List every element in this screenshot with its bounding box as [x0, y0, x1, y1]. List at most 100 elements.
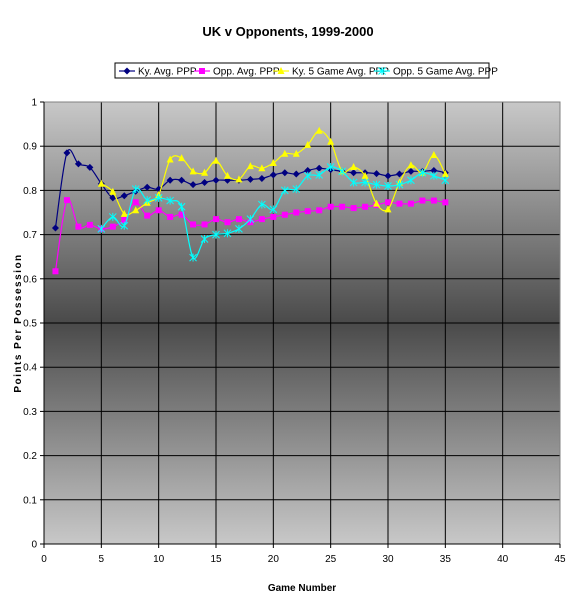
data-point	[166, 176, 174, 184]
data-point	[166, 196, 174, 205]
data-point	[407, 167, 415, 175]
y-tick-label: 0.6	[23, 274, 37, 285]
data-point	[384, 205, 392, 213]
data-point	[442, 199, 449, 206]
data-point	[201, 168, 209, 176]
data-point	[132, 199, 139, 206]
data-point	[384, 172, 392, 180]
data-point	[292, 185, 301, 194]
y-tick-label: 0.8	[23, 186, 37, 197]
y-tick-label: 0	[31, 540, 37, 551]
data-point	[350, 205, 357, 212]
data-point	[120, 209, 128, 217]
data-point	[132, 206, 140, 214]
data-point	[189, 181, 197, 189]
data-point	[235, 224, 243, 233]
data-point	[281, 211, 288, 218]
data-point	[235, 216, 242, 223]
data-point	[200, 235, 209, 244]
y-tick-label: 0.4	[23, 363, 37, 374]
data-point	[97, 224, 106, 233]
data-point	[395, 170, 403, 178]
data-point	[303, 171, 312, 180]
y-axis-label: Points Per Possession	[13, 253, 24, 392]
y-tick-label: 0.5	[23, 319, 37, 330]
data-point	[292, 170, 300, 178]
x-tick-label: 30	[382, 554, 394, 565]
data-point	[395, 180, 404, 189]
y-tick-label: 0.2	[23, 451, 37, 462]
data-point	[143, 196, 152, 205]
data-point	[430, 171, 438, 180]
data-point	[292, 149, 300, 157]
data-point	[246, 215, 255, 224]
data-point	[385, 199, 391, 206]
data-point	[315, 126, 323, 134]
data-point	[120, 192, 128, 200]
data-point	[373, 199, 381, 207]
x-tick-label: 25	[325, 554, 337, 565]
data-point	[258, 174, 266, 182]
data-point	[144, 212, 151, 219]
data-point	[190, 221, 197, 228]
data-point	[338, 167, 346, 176]
data-point	[327, 203, 334, 210]
data-point	[258, 164, 266, 172]
data-point	[97, 179, 105, 187]
data-point	[189, 253, 197, 262]
x-tick-label: 40	[497, 554, 509, 565]
data-point	[293, 209, 300, 216]
data-point	[430, 197, 437, 204]
data-point	[350, 169, 358, 177]
series-4	[97, 162, 450, 262]
data-point	[372, 180, 381, 189]
data-point	[258, 216, 265, 223]
data-point	[224, 219, 231, 226]
legend-entry: Ky. 5 Game Avg. PPP	[292, 67, 389, 78]
y-tick-label: 0.1	[23, 495, 37, 506]
x-tick-label: 10	[153, 554, 165, 565]
data-point	[304, 140, 312, 148]
data-point	[418, 168, 427, 177]
data-point	[212, 176, 220, 184]
y-tick-label: 0.3	[23, 407, 37, 418]
data-point	[361, 171, 369, 179]
data-point	[121, 217, 128, 224]
legend	[114, 62, 490, 79]
data-point	[108, 212, 117, 221]
x-tick-label: 20	[268, 554, 280, 565]
data-point	[280, 186, 289, 195]
legend-marker	[277, 67, 285, 74]
data-point	[166, 155, 174, 163]
data-point	[258, 200, 266, 209]
data-point	[120, 221, 129, 230]
data-point	[178, 211, 185, 218]
data-point	[109, 194, 117, 202]
data-point	[201, 221, 208, 228]
data-point	[304, 208, 311, 215]
data-point	[109, 187, 117, 195]
data-point	[86, 163, 94, 171]
data-point	[350, 162, 358, 170]
data-point	[419, 197, 426, 204]
y-tick-label: 1	[31, 98, 37, 109]
data-point	[373, 170, 381, 178]
data-point	[52, 268, 59, 275]
y-tick-label: 0.9	[23, 142, 37, 153]
data-point	[316, 207, 323, 214]
data-point	[154, 193, 163, 202]
data-point	[223, 229, 232, 238]
data-point	[304, 167, 312, 175]
data-point	[270, 213, 277, 220]
data-point	[281, 149, 289, 157]
data-point	[167, 213, 174, 220]
y-tick-label: 0.7	[23, 230, 37, 241]
legend-entry: Ky. Avg. PPP	[138, 67, 197, 78]
data-point	[51, 224, 59, 232]
data-point	[177, 202, 186, 211]
data-point	[361, 178, 369, 187]
x-tick-label: 45	[554, 554, 566, 565]
data-point	[384, 181, 392, 190]
data-point	[75, 223, 82, 230]
